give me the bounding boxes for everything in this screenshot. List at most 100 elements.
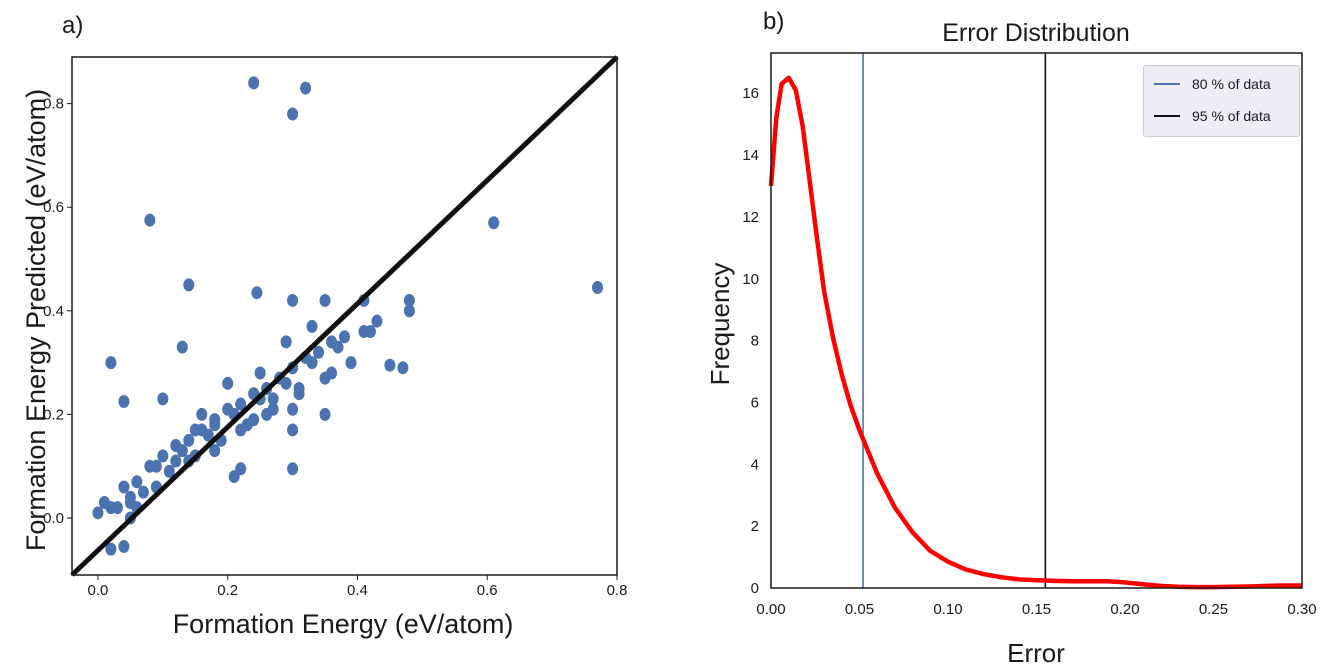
scatter-point xyxy=(228,470,240,484)
scatter-point xyxy=(176,340,188,354)
scatter-point xyxy=(202,428,214,442)
scatter-point xyxy=(183,433,195,447)
scatter-x-ticks: 0.0 0.2 0.4 0.6 0.8 xyxy=(88,575,627,599)
panel-label-b: b) xyxy=(763,8,785,35)
scatter-point xyxy=(287,293,299,307)
x-tick-label: 0.15 xyxy=(1022,601,1051,618)
legend-item-80: 80 % of data xyxy=(1154,74,1271,94)
distribution-y-ticks: 0 2 4 6 8 10 12 14 16 xyxy=(742,85,759,597)
scatter-plot-frame xyxy=(71,56,618,576)
scatter-point xyxy=(384,358,396,372)
y-tick-label: 14 xyxy=(742,147,759,164)
x-tick-label: 0.25 xyxy=(1199,601,1228,618)
scatter-point xyxy=(319,407,331,421)
x-tick-label: 0.00 xyxy=(756,601,785,618)
scatter-point xyxy=(118,394,130,408)
scatter-point xyxy=(267,392,279,406)
scatter-point xyxy=(98,495,110,509)
scatter-point xyxy=(313,345,325,359)
legend-label-80: 80 % of data xyxy=(1192,76,1271,92)
x-tick-label: 0.20 xyxy=(1110,601,1139,618)
scatter-point xyxy=(280,335,292,349)
scatter-point xyxy=(326,366,338,380)
scatter-point xyxy=(339,330,350,344)
scatter-point xyxy=(209,444,221,458)
x-tick-label: 0.05 xyxy=(845,601,874,618)
y-tick-label: 0 xyxy=(751,580,759,597)
y-tick-label: 0.2 xyxy=(43,406,64,423)
scatter-point xyxy=(105,542,117,556)
y-tick-label: 0.4 xyxy=(43,303,64,320)
scatter-point xyxy=(189,423,201,437)
scatter-point xyxy=(397,361,409,375)
scatter-point xyxy=(170,454,182,468)
scatter-point xyxy=(364,325,376,339)
scatter-points xyxy=(92,76,604,556)
scatter-point xyxy=(254,366,266,380)
y-tick-label: 0.6 xyxy=(43,199,64,216)
distribution-x-axis-label: Error xyxy=(1007,638,1065,667)
scatter-point xyxy=(105,356,117,370)
scatter-point xyxy=(592,281,604,295)
y-tick-label: 0.0 xyxy=(43,510,64,527)
scatter-point xyxy=(371,314,383,328)
scatter-point xyxy=(332,340,344,354)
scatter-point xyxy=(280,376,292,390)
scatter-point xyxy=(345,356,357,370)
scatter-point xyxy=(183,278,195,292)
y-tick-label: 8 xyxy=(751,333,759,350)
chart-title: Error Distribution xyxy=(942,19,1130,47)
x-tick-label: 0.30 xyxy=(1287,601,1316,618)
density-curve xyxy=(768,75,1302,590)
scatter-point xyxy=(235,423,247,437)
scatter-point xyxy=(235,397,247,411)
scatter-point xyxy=(209,418,221,432)
y-tick-label: 4 xyxy=(751,456,759,473)
legend: 80 % of data 95 % of data xyxy=(1143,65,1300,137)
y-tick-label: 12 xyxy=(742,209,759,226)
scatter-point xyxy=(131,475,143,489)
scatter-point xyxy=(144,213,156,227)
scatter-point xyxy=(118,540,130,554)
scatter-point xyxy=(261,407,273,421)
scatter-point xyxy=(157,392,169,406)
scatter-point xyxy=(306,356,318,370)
distribution-x-ticks: 0.00 0.05 0.10 0.15 0.20 0.25 0.30 xyxy=(756,601,1316,618)
scatter-point xyxy=(251,286,263,300)
y-tick-label: 6 xyxy=(751,394,759,411)
y-tick-label: 10 xyxy=(742,271,759,288)
x-tick-label: 0.10 xyxy=(933,601,962,618)
scatter-point xyxy=(92,506,104,520)
scatter-point xyxy=(111,501,123,515)
scatter-point xyxy=(157,449,169,463)
x-tick-label: 0.6 xyxy=(477,582,498,599)
scatter-point xyxy=(176,444,188,458)
scatter-point xyxy=(248,76,260,90)
scatter-y-axis-label: Formation Energy Predicted (eV/atom) xyxy=(21,89,51,551)
x-tick-label: 0.4 xyxy=(347,582,368,599)
scatter-point xyxy=(137,485,149,499)
scatter-point xyxy=(300,81,312,95)
scatter-point xyxy=(163,464,175,478)
scatter-point xyxy=(118,480,130,494)
distribution-y-axis-label: Frequency xyxy=(705,263,735,386)
legend-item-95: 95 % of data xyxy=(1154,106,1271,126)
y-tick-label: 16 xyxy=(742,85,759,102)
scatter-point xyxy=(319,293,331,307)
scatter-y-ticks: 0.0 0.2 0.4 0.6 0.8 xyxy=(43,96,72,527)
scatter-point xyxy=(287,462,299,476)
legend-label-95: 95 % of data xyxy=(1192,108,1271,124)
scatter-point xyxy=(196,407,208,421)
legend-swatch-95 xyxy=(1154,115,1180,117)
scatter-point xyxy=(222,376,234,390)
scatter-point xyxy=(124,495,136,509)
scatter-point xyxy=(287,107,299,121)
scatter-point xyxy=(287,423,299,437)
x-tick-label: 0.0 xyxy=(88,582,109,599)
reference-line xyxy=(70,55,619,577)
scatter-x-axis-label: Formation Energy (eV/atom) xyxy=(173,609,514,639)
scatter-point xyxy=(287,402,299,416)
